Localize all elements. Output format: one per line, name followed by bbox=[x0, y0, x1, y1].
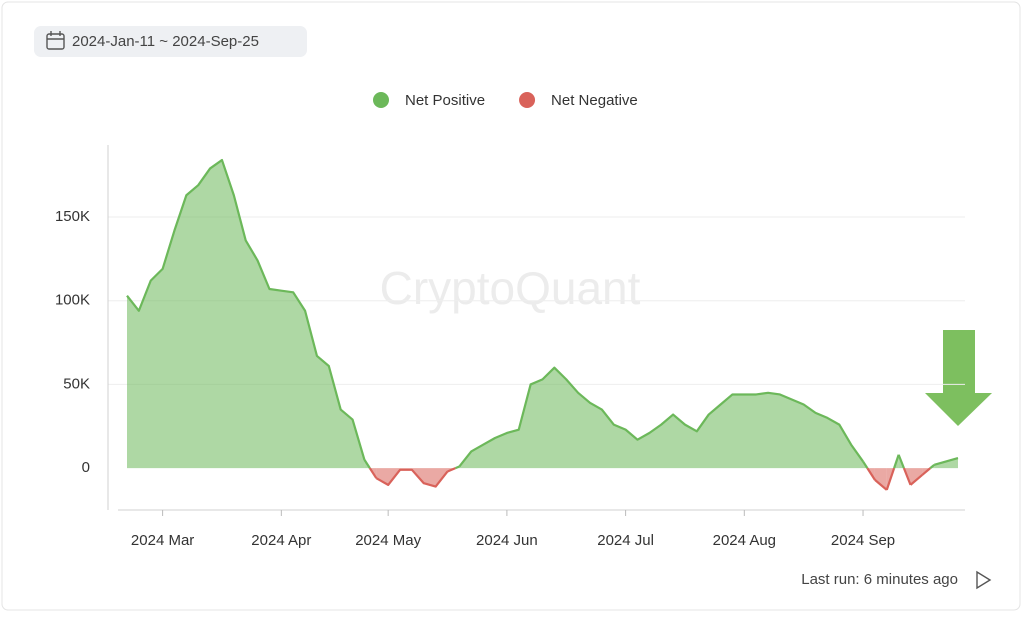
area-line-connector bbox=[929, 463, 935, 469]
area-line-connector bbox=[921, 467, 932, 476]
area-line-connector bbox=[866, 467, 876, 481]
area-fill bbox=[874, 468, 887, 490]
highlight-arrow bbox=[925, 330, 992, 426]
area-line-connector bbox=[893, 454, 900, 469]
area-line-connector bbox=[902, 467, 912, 486]
area-line bbox=[909, 473, 924, 486]
y-tick-label: 0 bbox=[82, 459, 90, 476]
area-line-connector bbox=[455, 465, 460, 470]
last-run: Last run: 6 minutes ago bbox=[801, 571, 958, 588]
x-tick-label: 2024 Jul bbox=[597, 532, 654, 549]
area-line-connector bbox=[885, 467, 896, 491]
legend-marker bbox=[519, 92, 536, 108]
x-tick-label: 2024 Apr bbox=[251, 532, 311, 549]
legend-label: Net Negative bbox=[551, 92, 638, 109]
area-fill bbox=[459, 367, 864, 469]
area-line bbox=[933, 457, 959, 466]
area-line bbox=[126, 158, 366, 461]
y-tick-label: 100K bbox=[55, 292, 90, 309]
area-line bbox=[458, 366, 864, 468]
area-line-connector bbox=[363, 459, 371, 469]
x-tick-label: 2024 Aug bbox=[713, 532, 776, 549]
area-line-connector bbox=[368, 467, 378, 479]
x-tick-label: 2024 May bbox=[355, 532, 421, 549]
calendar-icon bbox=[46, 31, 65, 50]
area-line-connector bbox=[447, 467, 456, 473]
area-line-connector bbox=[862, 460, 869, 469]
area-fill bbox=[376, 468, 448, 487]
legend-marker bbox=[373, 92, 389, 108]
x-tick-label: 2024 Mar bbox=[131, 532, 194, 549]
area-fill bbox=[910, 468, 923, 485]
date-range-button[interactable] bbox=[34, 26, 307, 57]
area-fill bbox=[127, 160, 365, 469]
x-tick-label: 2024 Jun bbox=[476, 532, 538, 549]
y-tick-label: 150K bbox=[55, 208, 90, 225]
watermark: CryptoQuant bbox=[380, 262, 641, 314]
y-tick-label: 50K bbox=[63, 375, 90, 392]
area-line bbox=[874, 479, 888, 491]
area-line bbox=[375, 468, 449, 488]
run-button[interactable] bbox=[976, 570, 992, 590]
x-tick-label: 2024 Sep bbox=[831, 532, 895, 549]
date-range: 2024-Jan-11 ~ 2024-Sep-25 bbox=[72, 33, 259, 50]
area-line-connector bbox=[897, 454, 905, 469]
legend-label: Net Positive bbox=[405, 92, 485, 109]
